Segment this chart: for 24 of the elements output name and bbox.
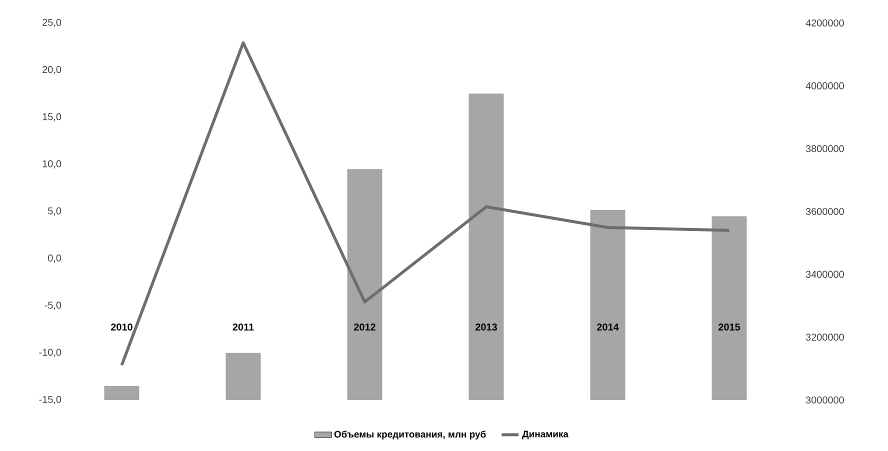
y-tick-label: -15,0 bbox=[39, 396, 62, 404]
x-tick-label: 2015 bbox=[718, 324, 740, 331]
y2-tick-label: 4000000 bbox=[806, 82, 844, 90]
y-tick-label: -10,0 bbox=[39, 348, 62, 357]
y2-tick-label: 3400000 bbox=[806, 270, 844, 278]
x-tick-label: 2011 bbox=[232, 324, 254, 331]
x-tick-label: 2010 bbox=[110, 324, 132, 331]
x-tick-label: 2012 bbox=[354, 324, 376, 331]
y2-tick-label: 4200000 bbox=[806, 19, 844, 27]
x-tick-label: 2013 bbox=[476, 324, 497, 331]
y-tick-label: 0,0 bbox=[48, 254, 62, 263]
y-tick-label: -5,0 bbox=[44, 302, 62, 310]
x-tick-label: 2014 bbox=[597, 324, 619, 331]
legend-label: Динамика bbox=[522, 430, 569, 440]
y2-tick-label: 3600000 bbox=[806, 208, 844, 216]
y2-tick-label: 3000000 bbox=[806, 396, 844, 404]
y-tick-label: 10,0 bbox=[42, 160, 62, 168]
y-tick-label: 15,0 bbox=[42, 113, 62, 122]
legend-label: Объемы кредитования, млн руб bbox=[334, 430, 486, 440]
y2-tick-label: 3800000 bbox=[806, 145, 844, 152]
y-tick-label: 5,0 bbox=[48, 207, 62, 216]
y-tick-label: 25,0 bbox=[42, 18, 62, 28]
y-tick-label: 20,0 bbox=[42, 66, 62, 74]
y2-tick-label: 3200000 bbox=[806, 334, 844, 341]
